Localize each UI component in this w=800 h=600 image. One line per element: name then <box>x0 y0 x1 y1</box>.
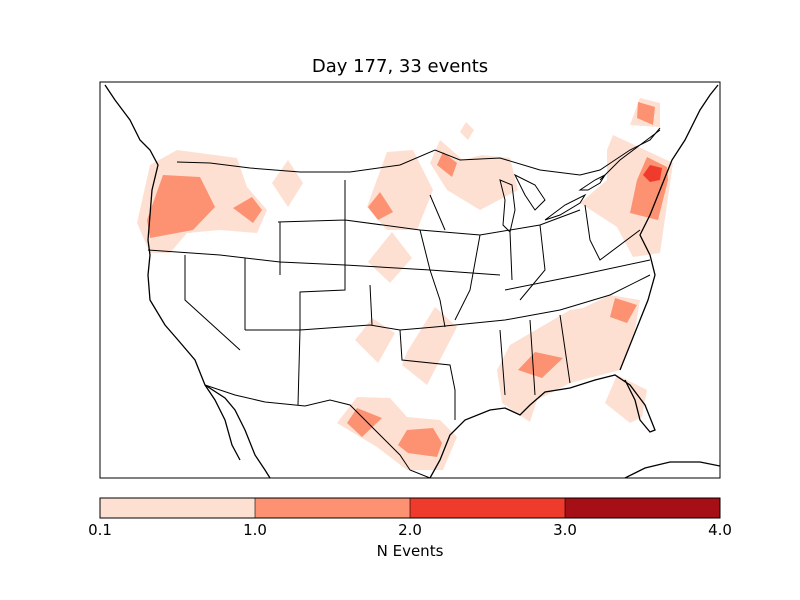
region-southeast <box>497 295 640 422</box>
region-oklahoma <box>402 307 457 385</box>
colorbar-label: N Events <box>376 542 444 560</box>
region-lake-superior <box>460 122 474 140</box>
region-idaho <box>233 197 262 223</box>
colorbar <box>99 497 721 519</box>
region-texas-panhandle <box>355 318 395 363</box>
lake-erie <box>544 193 587 221</box>
density-level-3 <box>643 165 662 182</box>
lake-ontario <box>578 173 607 191</box>
lake-huron <box>513 173 546 211</box>
colorbar-bin-0.1-1.0 <box>100 498 255 518</box>
region-south-texas <box>398 428 442 457</box>
region-maine-core <box>637 102 655 125</box>
colorbar-tick-label: 0.1 <box>88 521 112 539</box>
density-level-2 <box>147 102 668 457</box>
coastlines-and-borders <box>104 84 720 478</box>
colorbar-tick-label: 4.0 <box>708 521 732 539</box>
coastline-west <box>104 84 271 478</box>
coastline-gulf <box>429 374 656 478</box>
region-nebraska <box>368 232 412 283</box>
density-level-1 <box>137 98 673 470</box>
region-florida <box>605 375 647 423</box>
region-wisconsin <box>437 152 457 177</box>
state-borders <box>147 180 651 420</box>
coastline-baja <box>204 384 241 461</box>
st-lawrence <box>599 129 661 181</box>
colorbar-tick-label: 3.0 <box>553 521 577 539</box>
colorbar-tick-label: 2.0 <box>398 521 422 539</box>
region-west-texas <box>347 408 382 437</box>
region-south-dakota <box>368 192 393 220</box>
region-montana <box>272 160 303 207</box>
region-texas <box>337 397 457 470</box>
colorbar-bin-1.0-2.0 <box>255 498 410 518</box>
map-title: Day 177, 33 events <box>311 56 489 77</box>
border-us-canada <box>176 127 661 176</box>
colorbar-tick-label: 1.0 <box>243 521 267 539</box>
coastline-east <box>619 84 719 371</box>
us-mexico-border <box>204 384 431 478</box>
region-washington-oregon <box>147 175 215 238</box>
region-connecticut <box>643 165 662 182</box>
region-south-carolina <box>610 298 637 323</box>
colorbar-bin-3.0-4.0 <box>565 498 720 518</box>
region-alabama <box>518 352 563 378</box>
coastline-cuba <box>624 461 720 478</box>
region-upper-midwest <box>430 140 518 210</box>
colorbar-bin-2.0-3.0 <box>410 498 565 518</box>
map-frame <box>99 81 721 479</box>
